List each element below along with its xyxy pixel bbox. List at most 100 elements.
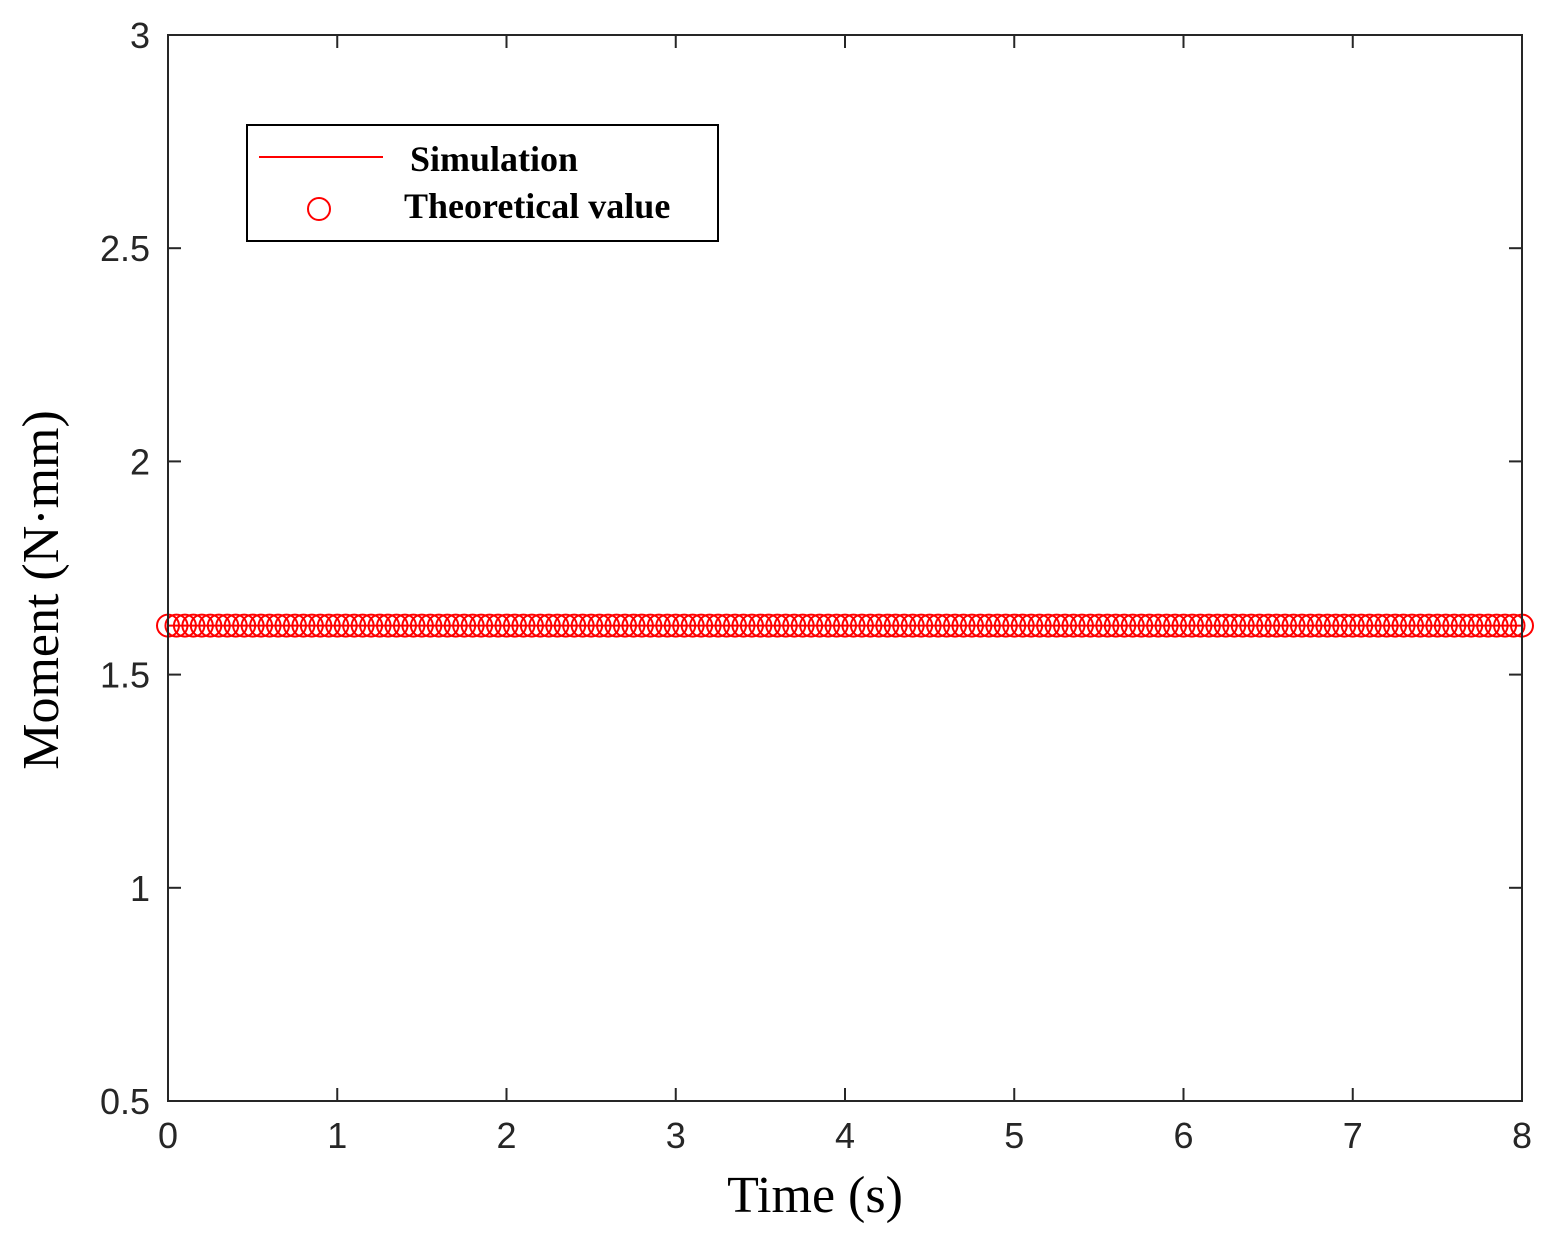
y-axis-title: Moment (N·mm) <box>13 410 70 770</box>
y-tick-label: 2 <box>130 441 150 482</box>
theoretical-point <box>663 613 688 638</box>
theoretical-point <box>486 613 511 638</box>
y-tick-label: 0.5 <box>100 1081 150 1122</box>
theoretical-point <box>325 613 350 638</box>
theoretical-point <box>833 613 857 638</box>
theoretical-point <box>308 613 333 638</box>
theoretical-point <box>866 613 891 638</box>
theoretical-point <box>858 613 883 638</box>
theoretical-point <box>1213 613 1238 638</box>
theoretical-point <box>249 613 274 638</box>
theoretical-point <box>1188 613 1213 638</box>
x-tick-label: 1 <box>327 1115 347 1156</box>
theoretical-point <box>282 613 307 638</box>
x-tick-label: 7 <box>1343 1115 1363 1156</box>
theoretical-point <box>502 613 527 638</box>
theoretical-point <box>536 613 561 638</box>
theoretical-point <box>1374 613 1399 638</box>
theoretical-point <box>646 613 671 638</box>
theoretical-point <box>1408 613 1433 638</box>
theoretical-point <box>1027 613 1052 638</box>
theoretical-point <box>680 613 705 638</box>
theoretical-point <box>1061 613 1086 638</box>
theoretical-point <box>739 613 764 638</box>
theoretical-point <box>1484 613 1509 638</box>
x-axis-title: Time (s) <box>727 1167 903 1224</box>
theoretical-point <box>477 613 502 638</box>
y-tick-label: 1 <box>130 868 150 909</box>
theoretical-point <box>1230 613 1255 638</box>
theoretical-point <box>1273 613 1298 638</box>
theoretical-point <box>722 613 747 638</box>
theoretical-point <box>1425 613 1450 638</box>
theoretical-point <box>376 613 401 638</box>
theoretical-point <box>1399 613 1424 638</box>
theoretical-point <box>223 613 248 638</box>
theoretical-point <box>765 613 790 638</box>
theoretical-point <box>553 613 578 638</box>
y-tick-label: 1.5 <box>100 655 150 696</box>
theoretical-point <box>401 613 426 638</box>
theoretical-point <box>570 613 595 638</box>
theoretical-point <box>790 613 815 638</box>
theoretical-point <box>240 613 265 638</box>
y-tick-label: 2.5 <box>100 228 150 269</box>
theoretical-point <box>1289 613 1314 638</box>
theoretical-point <box>1366 613 1391 638</box>
theoretical-point <box>215 613 240 638</box>
theoretical-point <box>1247 613 1272 638</box>
theoretical-point <box>1256 613 1281 638</box>
x-tick-label: 4 <box>835 1115 855 1156</box>
theoretical-point <box>359 613 384 638</box>
theoretical-point <box>748 613 773 638</box>
theoretical-point <box>1315 613 1340 638</box>
theoretical-point <box>1154 613 1179 638</box>
theoretical-point <box>443 613 468 638</box>
theoretical-point <box>1179 613 1204 638</box>
theoretical-point <box>172 613 197 638</box>
theoretical-point <box>934 613 959 638</box>
theoretical-point <box>706 613 731 638</box>
theoretical-point <box>1264 613 1289 638</box>
theoretical-point <box>1340 613 1365 638</box>
theoretical-point <box>460 613 485 638</box>
theoretical-point <box>1171 613 1196 638</box>
theoretical-point <box>469 613 494 638</box>
theoretical-point <box>1239 613 1264 638</box>
theoretical-point <box>342 613 367 638</box>
theoretical-point <box>1298 613 1323 638</box>
theoretical-point <box>943 613 968 638</box>
theoretical-point <box>1129 613 1154 638</box>
x-tick-label: 0 <box>158 1115 178 1156</box>
x-tick-label: 5 <box>1004 1115 1024 1156</box>
theoretical-point <box>257 613 282 638</box>
theoretical-point <box>164 613 189 638</box>
theoretical-point <box>621 613 646 638</box>
x-tick-label: 8 <box>1512 1115 1532 1156</box>
theoretical-point <box>1306 613 1331 638</box>
theoretical-point <box>773 613 798 638</box>
theoretical-point <box>266 613 291 638</box>
theoretical-point <box>1036 613 1061 638</box>
theoretical-point <box>1323 613 1348 638</box>
theoretical-point <box>1476 613 1501 638</box>
theoretical-point <box>579 613 604 638</box>
theoretical-point <box>909 613 934 638</box>
y-tick-label: 3 <box>130 15 150 56</box>
theoretical-point <box>816 613 841 638</box>
ticks: 0 1 2 3 4 5 6 7 8 0.5 1 1.5 2 2.5 3 <box>100 15 1532 1156</box>
theoretical-point <box>291 613 316 638</box>
legend-simulation-label: Simulation <box>410 139 578 179</box>
series-layer <box>156 613 1534 638</box>
theoretical-point <box>384 613 409 638</box>
theoretical-point <box>1222 613 1247 638</box>
theoretical-point <box>1467 613 1492 638</box>
theoretical-point <box>655 613 680 638</box>
theoretical-point <box>1120 613 1145 638</box>
theoretical-point <box>418 613 443 638</box>
theoretical-point <box>985 613 1010 638</box>
theoretical-point <box>1053 613 1078 638</box>
theoretical-point <box>629 613 654 638</box>
theoretical-point <box>1433 613 1458 638</box>
theoretical-point <box>993 613 1018 638</box>
